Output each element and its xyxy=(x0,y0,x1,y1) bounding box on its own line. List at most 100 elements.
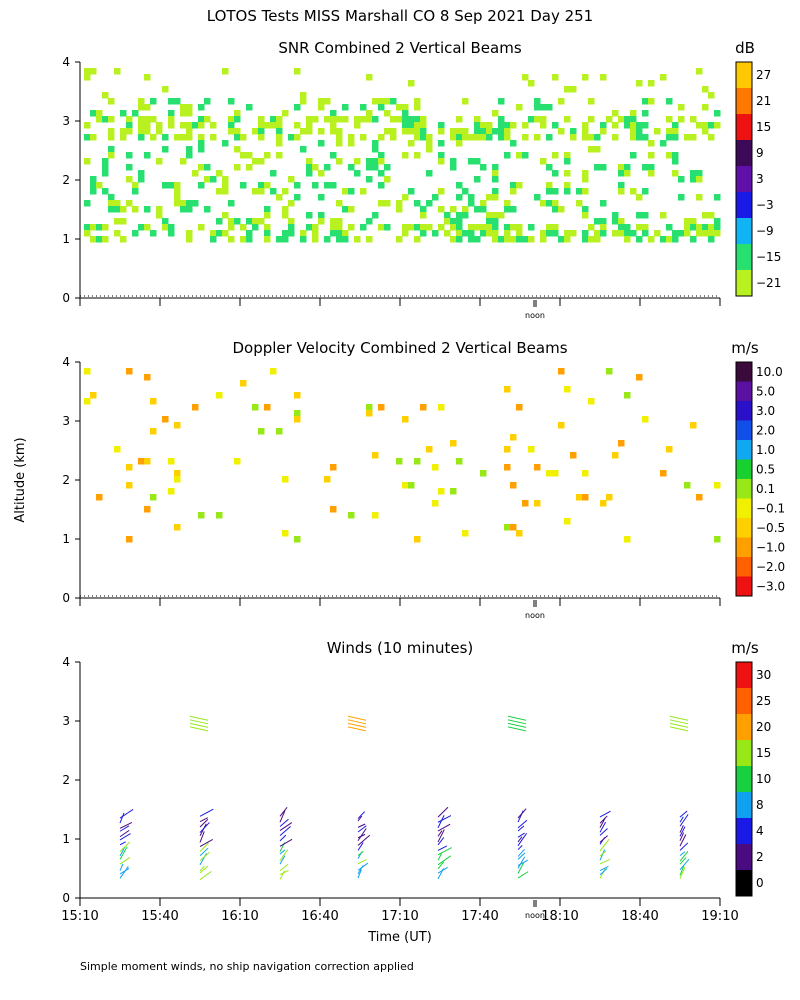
heatmap-cell xyxy=(306,170,313,177)
heatmap-cell xyxy=(600,500,607,507)
wind-barb xyxy=(679,825,684,833)
colorbar-label: −0.1 xyxy=(756,501,785,515)
heatmap-cell xyxy=(156,158,163,165)
heatmap-cell xyxy=(456,458,463,465)
colorbar-label: 1.0 xyxy=(756,443,775,457)
heatmap-cell xyxy=(438,128,445,135)
wind-barb xyxy=(189,726,209,732)
heatmap-cell xyxy=(180,122,187,129)
heatmap-cell xyxy=(180,104,187,111)
colorbar-segment xyxy=(736,244,752,271)
colorbar-segment xyxy=(736,440,752,460)
wind-barb xyxy=(517,848,525,857)
heatmap-cell xyxy=(180,110,187,117)
heatmap-cell xyxy=(642,110,649,117)
panel-3: 0 1 2 3 4 noon 15:10 15:40 16:10 16:40 17:10 17:40 1… xyxy=(61,655,771,924)
heatmap-cell xyxy=(492,230,499,237)
heatmap-cell xyxy=(192,122,199,129)
heatmap-cell xyxy=(636,80,643,87)
heatmap-cell xyxy=(696,224,703,231)
heatmap-cell xyxy=(504,122,511,129)
heatmap-cell xyxy=(276,128,283,135)
heatmap-cell xyxy=(384,224,391,231)
heatmap-cell xyxy=(378,104,385,111)
heatmap-cell xyxy=(528,224,535,231)
heatmap-cell xyxy=(678,194,685,201)
heatmap-cell xyxy=(408,482,415,489)
heatmap-cell xyxy=(480,128,487,135)
heatmap-cell xyxy=(462,188,469,195)
heatmap-cell xyxy=(522,500,529,507)
heatmap-cell xyxy=(552,200,559,207)
wind-barb xyxy=(437,853,443,861)
wind-barb xyxy=(669,722,689,728)
heatmap-cell xyxy=(318,194,325,201)
heatmap-cell xyxy=(462,134,469,141)
heatmap-cell xyxy=(378,404,385,411)
heatmap-cell xyxy=(552,224,559,231)
heatmap-cell xyxy=(156,128,163,135)
colorbar-label: 0 xyxy=(756,876,764,890)
heatmap-cell xyxy=(264,230,271,237)
heatmap-cell xyxy=(222,68,229,75)
heatmap-cell xyxy=(648,164,655,171)
y-tick-label: 1 xyxy=(62,232,70,246)
heatmap-cell xyxy=(84,398,91,405)
heatmap-cell xyxy=(546,182,553,189)
heatmap-cell xyxy=(264,182,271,189)
velocity-panel-title: Doppler Velocity Combined 2 Vertical Bea… xyxy=(232,339,567,357)
wind-barb xyxy=(437,866,448,874)
heatmap-cell xyxy=(450,164,457,171)
heatmap-cell xyxy=(690,236,697,243)
heatmap-cell xyxy=(690,134,697,141)
colorbar-label: −1.0 xyxy=(756,540,785,554)
heatmap-cell xyxy=(576,188,583,195)
heatmap-cell xyxy=(384,110,391,117)
heatmap-cell xyxy=(402,110,409,117)
heatmap-cell xyxy=(114,68,121,75)
heatmap-cell xyxy=(714,482,721,489)
heatmap-cell xyxy=(342,116,349,123)
heatmap-cell xyxy=(462,206,469,213)
heatmap-cell xyxy=(168,98,175,105)
heatmap-cell xyxy=(660,212,667,219)
colorbar-label: −21 xyxy=(756,276,781,290)
heatmap-cell xyxy=(324,164,331,171)
x-tick-label: 18:40 xyxy=(621,909,658,924)
wind-barb xyxy=(119,833,131,841)
wind-barb xyxy=(679,826,686,837)
heatmap-cell xyxy=(504,446,511,453)
heatmap-cell xyxy=(228,116,235,123)
heatmap-cell xyxy=(624,122,631,129)
heatmap-cell xyxy=(690,170,697,177)
heatmap-cell xyxy=(234,164,241,171)
wind-barb xyxy=(199,851,210,862)
heatmap-cell xyxy=(648,152,655,159)
colorbar-segment xyxy=(736,218,752,245)
heatmap-cell xyxy=(666,224,673,231)
heatmap-cell xyxy=(96,110,103,117)
heatmap-cell xyxy=(150,230,157,237)
heatmap-cell xyxy=(702,86,709,93)
heatmap-cell xyxy=(456,128,463,135)
heatmap-cell xyxy=(468,200,475,207)
x-axis-label: Time (UT) xyxy=(367,930,432,945)
heatmap-cell xyxy=(216,170,223,177)
heatmap-cell xyxy=(294,134,301,141)
heatmap-cell xyxy=(372,212,379,219)
y-tick-label: 0 xyxy=(62,891,70,905)
heatmap-cell xyxy=(372,140,379,147)
colorbar-label: 15 xyxy=(756,746,771,760)
heatmap-cell xyxy=(432,194,439,201)
heatmap-cell xyxy=(510,224,517,231)
wind-barb xyxy=(357,834,371,846)
heatmap-cell xyxy=(294,68,301,75)
heatmap-cell xyxy=(138,458,145,465)
heatmap-cell xyxy=(126,200,133,207)
colorbar-segment xyxy=(736,518,752,538)
wind-barb xyxy=(347,726,367,732)
heatmap-cell xyxy=(300,92,307,99)
heatmap-cell xyxy=(330,218,337,225)
wind-barb xyxy=(279,870,286,880)
heatmap-cell xyxy=(204,176,211,183)
